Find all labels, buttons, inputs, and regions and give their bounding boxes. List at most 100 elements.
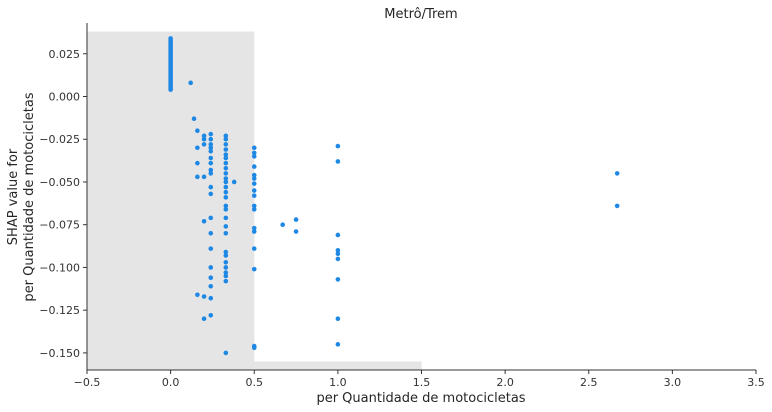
data-point	[208, 295, 214, 301]
data-point	[223, 249, 229, 255]
data-point	[223, 133, 229, 139]
data-point	[208, 148, 214, 154]
y-tick-label: −0.150	[39, 347, 80, 360]
data-point	[201, 142, 207, 147]
y-tick-label: −0.125	[39, 304, 80, 317]
y-tick-label: −0.050	[39, 176, 80, 189]
data-point	[223, 215, 229, 221]
data-point	[223, 278, 229, 284]
data-point	[614, 171, 620, 176]
y-tick-label: −0.025	[39, 133, 80, 146]
data-point	[251, 229, 257, 234]
data-point	[231, 179, 237, 185]
data-point	[201, 136, 207, 142]
data-point	[201, 218, 207, 224]
data-point	[223, 160, 229, 166]
data-point	[335, 232, 341, 238]
data-point	[335, 143, 341, 149]
data-point	[335, 256, 341, 262]
data-point	[251, 150, 257, 156]
data-point	[335, 159, 341, 164]
data-point	[208, 131, 214, 137]
data-point	[208, 191, 214, 197]
x-tick-label: 0.5	[246, 376, 264, 389]
data-point	[251, 266, 257, 272]
scatter-points	[168, 36, 620, 356]
data-point	[335, 251, 341, 257]
histogram-background	[87, 31, 422, 370]
data-point	[335, 342, 341, 347]
data-point	[293, 217, 299, 222]
data-point	[201, 316, 207, 322]
data-point	[223, 142, 229, 147]
data-point	[208, 167, 214, 173]
data-point	[168, 87, 173, 92]
data-point	[251, 164, 257, 169]
data-point	[191, 116, 197, 122]
data-point	[251, 207, 257, 212]
data-point	[188, 80, 193, 86]
data-point	[223, 350, 229, 356]
data-point	[293, 229, 299, 234]
data-point	[208, 215, 214, 221]
data-point	[251, 345, 257, 351]
x-tick-label: 3.0	[664, 376, 682, 389]
x-ticks: −0.5 0.0 0.5 1.0 1.5 2.0 2.5 3.0 3.5	[74, 370, 765, 389]
data-point	[251, 225, 257, 231]
data-point	[195, 174, 200, 180]
data-point	[335, 248, 341, 253]
data-point	[208, 136, 214, 142]
data-point	[223, 136, 229, 142]
y-tick-label: −0.075	[39, 219, 80, 232]
y-axis-label-line-2: per Quantidade de motocicletas	[22, 92, 37, 301]
data-point	[195, 145, 200, 151]
data-point	[223, 171, 229, 176]
data-point	[208, 155, 214, 161]
data-point	[251, 176, 257, 181]
x-tick-label: −0.5	[74, 376, 101, 389]
y-axis-label: SHAP value for per Quantidade de motocic…	[6, 92, 37, 301]
x-tick-label: 2.0	[496, 376, 514, 389]
data-point	[223, 195, 229, 200]
y-ticks: 0.025 0.000 −0.025 −0.050 −0.075 −0.100 −0.125…	[39, 48, 87, 360]
data-point	[280, 222, 285, 228]
data-point	[251, 203, 257, 209]
data-point	[251, 181, 257, 186]
data-point	[251, 154, 257, 159]
data-point	[208, 265, 214, 270]
data-point	[195, 128, 200, 133]
data-point	[223, 273, 229, 279]
data-point	[223, 152, 229, 157]
data-point	[208, 171, 214, 176]
data-point	[251, 246, 257, 251]
data-point	[201, 294, 207, 299]
data-point	[223, 230, 229, 236]
data-point	[223, 270, 229, 275]
x-tick-label: 2.5	[580, 376, 598, 389]
y-axis-label-line-1: SHAP value for	[6, 148, 21, 245]
data-point	[335, 277, 341, 282]
data-point	[223, 203, 229, 209]
data-point	[208, 145, 214, 151]
data-point	[614, 203, 620, 209]
data-point	[223, 207, 229, 212]
x-tick-label: 0.0	[162, 376, 180, 389]
data-point	[201, 174, 207, 180]
data-point	[208, 283, 214, 289]
data-point	[208, 246, 214, 251]
x-axis-label: per Quantidade de motocicletas	[316, 391, 525, 406]
data-point	[208, 230, 214, 236]
data-point	[223, 224, 229, 229]
data-point	[223, 253, 229, 258]
data-point	[223, 176, 229, 181]
data-point	[195, 292, 200, 298]
data-point	[208, 275, 214, 280]
data-point	[223, 189, 229, 195]
data-point	[335, 316, 341, 322]
data-point	[223, 260, 229, 265]
data-point	[223, 265, 229, 270]
data-point	[223, 184, 229, 190]
data-point	[223, 147, 229, 152]
data-point	[223, 165, 229, 171]
y-tick-label: −0.100	[39, 261, 80, 274]
